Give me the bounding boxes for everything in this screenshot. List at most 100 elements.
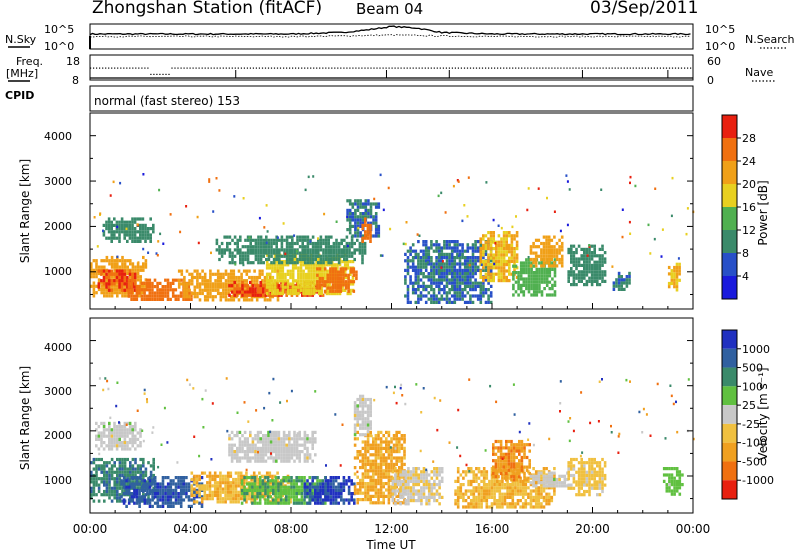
power-cell xyxy=(476,294,480,298)
velocity-cell xyxy=(361,472,365,476)
power-cell xyxy=(456,249,459,253)
velocity-cell xyxy=(258,495,262,499)
velocity-cell xyxy=(126,473,129,478)
power-cell xyxy=(534,261,538,265)
velocity-cell xyxy=(147,480,150,484)
velocity-cell xyxy=(95,467,98,471)
power-cell xyxy=(519,267,523,271)
power-cell xyxy=(90,265,93,269)
power-cell xyxy=(133,227,137,231)
power-cell xyxy=(270,251,273,255)
power-cell xyxy=(427,252,431,256)
power-cell xyxy=(100,259,103,263)
velocity-cell xyxy=(105,470,109,474)
power-speck xyxy=(185,205,188,208)
freq-dot xyxy=(123,67,125,69)
power-cell xyxy=(364,202,368,206)
power-speck xyxy=(389,227,392,231)
power-cell xyxy=(246,261,250,265)
velocity-cell xyxy=(172,479,175,483)
power-cell xyxy=(678,269,681,273)
power-cell xyxy=(560,257,564,262)
velocity-cell xyxy=(361,478,365,482)
velocity-cell xyxy=(334,479,338,483)
velocity-cell xyxy=(377,482,380,486)
power-cell xyxy=(136,239,139,243)
velocity-cell xyxy=(366,488,370,492)
power-cell xyxy=(492,259,495,263)
freq-dot xyxy=(569,67,571,69)
power-cell xyxy=(678,278,681,282)
velocity-cell xyxy=(200,476,204,480)
power-cell xyxy=(246,245,250,249)
power-cell xyxy=(580,270,583,274)
velocity-cell xyxy=(248,482,252,486)
velocity-cell xyxy=(129,467,132,471)
power-cell xyxy=(601,276,604,280)
power-cell xyxy=(596,267,599,271)
power-cell xyxy=(179,278,183,282)
velocity-cell xyxy=(295,479,298,483)
power-cell xyxy=(337,245,341,249)
power-cell xyxy=(228,254,232,258)
power-cell xyxy=(598,267,602,271)
power-cell xyxy=(336,292,339,296)
power-cell xyxy=(461,256,464,260)
power-cell xyxy=(339,276,343,281)
power-cell xyxy=(508,263,511,267)
power-cell xyxy=(250,279,254,283)
velocity-cell xyxy=(289,500,292,504)
power-cell xyxy=(515,275,519,279)
velocity-cell xyxy=(129,470,132,474)
power-cell xyxy=(535,271,539,275)
velocity-cell xyxy=(369,485,372,489)
velocity-cell xyxy=(337,495,340,499)
velocity-cell xyxy=(258,471,261,475)
power-cell xyxy=(456,291,459,295)
power-cell xyxy=(219,285,223,289)
velocity-cell xyxy=(369,453,372,457)
power-cell xyxy=(430,278,433,282)
velocity-cell xyxy=(200,484,204,488)
velocity-cell xyxy=(230,450,234,454)
velocity-cell xyxy=(133,482,136,486)
power-cell xyxy=(218,245,221,249)
velocity-cell xyxy=(285,485,288,489)
power-cell xyxy=(479,284,483,288)
power-speck xyxy=(387,186,390,190)
power-cell xyxy=(545,283,549,287)
power-cell xyxy=(445,265,449,269)
power-cell xyxy=(443,243,446,247)
power-cell xyxy=(278,266,282,270)
power-cell xyxy=(453,256,457,260)
power-cell xyxy=(319,257,323,262)
power-cell xyxy=(540,261,544,265)
power-cell xyxy=(411,291,415,295)
velocity-cell xyxy=(293,453,296,457)
velocity-cell xyxy=(366,446,370,450)
velocity-cell xyxy=(264,450,268,454)
power-cell xyxy=(489,294,493,298)
power-cell xyxy=(298,251,302,255)
velocity-cell xyxy=(139,486,142,490)
power-cell xyxy=(500,237,503,241)
power-cell xyxy=(201,288,204,292)
power-cell xyxy=(430,294,433,298)
velocity-cell xyxy=(152,473,155,478)
velocity-cell xyxy=(226,474,230,478)
power-speck xyxy=(233,195,236,198)
power-cell xyxy=(224,269,228,273)
velocity-cell xyxy=(340,498,343,502)
power-cell xyxy=(603,270,607,274)
power-cell xyxy=(123,282,127,286)
power-cell xyxy=(238,290,242,294)
freq-dot xyxy=(364,67,366,69)
power-cell xyxy=(675,278,679,282)
velocity-cell xyxy=(334,498,338,502)
velocity-cell xyxy=(97,483,101,487)
power-cell xyxy=(224,291,228,296)
power-cell xyxy=(497,250,501,254)
velocity-cell xyxy=(110,486,114,490)
velocity-cell xyxy=(264,492,267,496)
power-cell xyxy=(497,279,501,283)
